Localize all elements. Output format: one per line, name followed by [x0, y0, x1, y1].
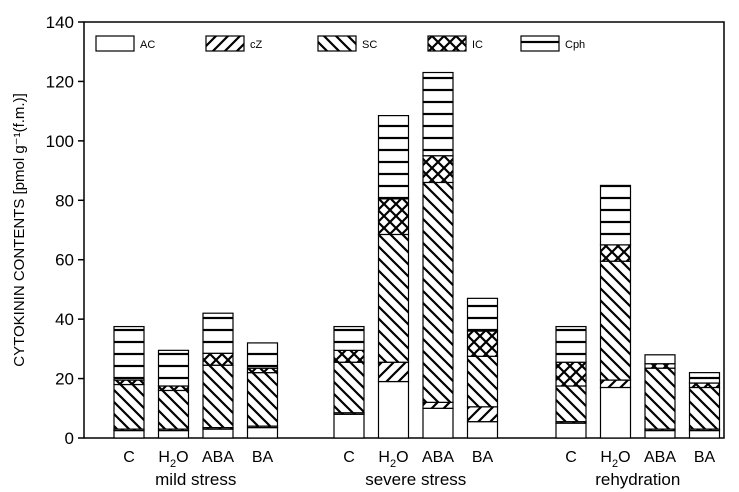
bar-segment-sc: [157, 389, 190, 430]
y-axis-ticks: 0 20 40 60 80 100 120 140: [46, 13, 84, 448]
bar-segment-cph: [157, 349, 190, 387]
bar-segment-ic: [377, 198, 410, 236]
category-label: C: [123, 449, 135, 466]
y-tick-label: 80: [55, 191, 74, 210]
bar-segment-cph: [422, 71, 454, 157]
group-label: mild stress: [155, 470, 236, 489]
category-label: H2O: [600, 449, 630, 470]
bar-segment-ic: [644, 363, 676, 369]
legend-swatch-cph: [520, 35, 560, 52]
legend-swatch-ic: [427, 35, 467, 52]
bar-segment-sc: [555, 385, 587, 423]
bar-segment-cph: [466, 297, 499, 332]
y-tick-label: 120: [46, 72, 74, 91]
bar-segment-ac: [644, 429, 676, 439]
category-label: C: [565, 449, 577, 466]
bar-segment-sc: [599, 260, 632, 381]
bar-segment-cph: [599, 184, 632, 246]
bars: [113, 71, 721, 439]
legend-label: Cph: [565, 39, 585, 51]
bar-segment-cph: [688, 372, 721, 384]
legend-swatch-ac: [95, 35, 135, 52]
bar-segment-ic: [422, 155, 454, 184]
legend-label: AC: [140, 39, 155, 51]
bar-segment-sc: [202, 364, 234, 429]
bar-segment-ac: [688, 429, 721, 439]
group-labels: mild stress severe stress rehydration: [155, 470, 680, 489]
category-label: BA: [252, 449, 274, 466]
category-label: BA: [472, 449, 494, 466]
category-label: H2O: [378, 449, 408, 470]
bar-segment-sc: [644, 367, 676, 430]
bar-segment-sc: [466, 355, 499, 408]
bar-segment-cph: [555, 325, 587, 363]
category-label: C: [343, 449, 355, 466]
legend-swatch-sc: [317, 35, 357, 52]
bar-segment-ic: [333, 349, 365, 363]
bar-segment-ic: [555, 361, 587, 387]
bar-segment-cph: [202, 312, 234, 354]
category-label: BA: [694, 449, 716, 466]
legend-label: cZ: [250, 39, 263, 51]
bar-segment-sc: [422, 181, 454, 403]
category-labels: C H2O ABA BA C H2O ABA BA C H2O ABA BA: [123, 449, 715, 470]
group-label: rehydration: [595, 470, 680, 489]
bar-segment-ac: [422, 407, 454, 439]
bar-segment-sc: [246, 372, 279, 427]
bar-segment-sc: [377, 233, 410, 363]
category-label: ABA: [422, 449, 454, 466]
bar-segment-ac: [113, 429, 145, 439]
y-tick-label: 100: [46, 132, 74, 151]
bar-segment-ac: [466, 421, 499, 439]
bar-segment-ac: [555, 422, 587, 439]
y-tick-label: 140: [46, 13, 74, 32]
bar-segment-ac: [333, 413, 365, 439]
bar-segment-ic: [202, 352, 234, 366]
bar-segment-sc: [113, 383, 145, 430]
y-tick-label: 40: [55, 310, 74, 329]
bar-segment-cph: [113, 325, 145, 381]
bar-segment-cz: [422, 401, 454, 409]
bar-segment-cph: [333, 325, 365, 351]
legend-label: IC: [472, 39, 483, 51]
legend-swatch-cz: [205, 35, 245, 52]
category-label: ABA: [644, 449, 676, 466]
bar-segment-sc: [688, 386, 721, 430]
bar-segment-ic: [113, 379, 145, 386]
legend: AC cZ SC IC Cph: [95, 35, 585, 52]
y-tick-label: 20: [55, 370, 74, 389]
bar-segment-ic: [688, 382, 721, 389]
bar-segment-ac: [157, 429, 190, 439]
bar-segment-sc: [333, 361, 365, 414]
bar-segment-ac: [377, 380, 410, 439]
bar-segment-ac: [246, 427, 279, 439]
bar-segment-cph: [246, 342, 279, 369]
bar-segment-cz: [377, 361, 410, 383]
bar-segment-ac: [202, 428, 234, 439]
bar-segment-cz: [466, 406, 499, 423]
bar-segment-cph: [644, 354, 676, 365]
legend-label: SC: [362, 39, 377, 51]
group-label: severe stress: [365, 470, 466, 489]
y-tick-label: 60: [55, 251, 74, 270]
category-label: ABA: [202, 449, 234, 466]
bar-segment-ic: [466, 330, 499, 357]
bar-segment-cz: [599, 379, 632, 389]
y-tick-label: 0: [65, 429, 74, 448]
bar-segment-cph: [377, 114, 410, 200]
bar-segment-ic: [157, 385, 190, 392]
bar-segment-ac: [599, 386, 632, 439]
y-axis-label: CYTOKININ CONTENTS [pmol g⁻¹(f.m.)]: [11, 93, 28, 367]
bar-segment-ic: [246, 367, 279, 374]
category-label: H2O: [158, 449, 188, 470]
bar-segment-ic: [599, 244, 632, 262]
